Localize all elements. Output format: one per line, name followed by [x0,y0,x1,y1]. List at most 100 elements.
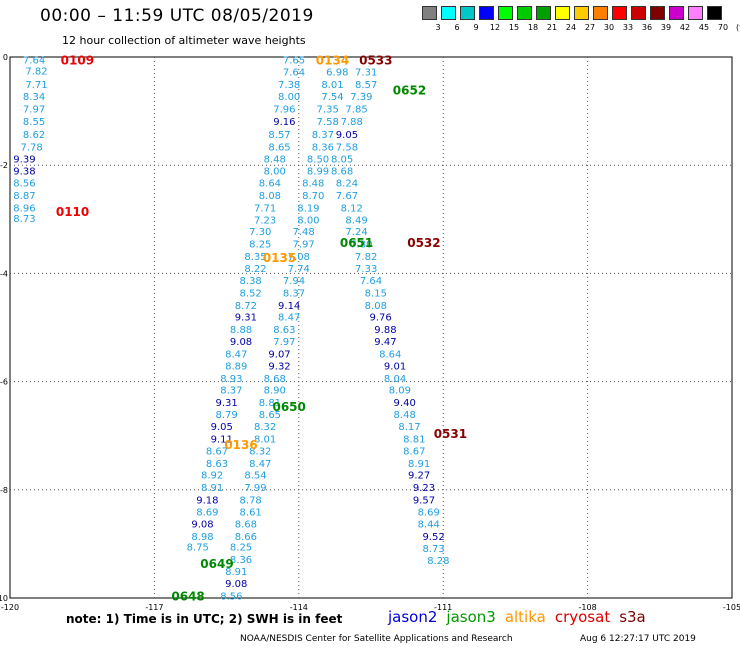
wave-height-label: 7.39 [350,92,372,103]
wave-height-label: 8.69 [418,507,440,518]
wave-height-label: 8.04 [384,374,406,385]
colorbar-swatch [688,6,703,20]
legend-item-altika: altika [504,608,546,626]
wave-height-label: 9.14 [278,301,300,312]
chart-subtitle: 12 hour collection of altimeter wave hei… [62,34,306,47]
y-tick-label: -8 [0,486,8,495]
wave-height-label: 8.35 [244,252,266,263]
wave-height-label: 7.35 [317,104,339,115]
wave-height-label: 7.58 [336,142,358,153]
legend-item-cryosat: cryosat [554,608,611,626]
wave-height-label: 8.08 [259,191,281,202]
wave-height-label: 7.33 [355,264,377,275]
wave-height-label: 8.90 [264,386,286,397]
colorbar-swatch [593,6,608,20]
wave-height-label: 8.78 [240,496,262,507]
wave-height-label: 8.37 [220,386,242,397]
wave-height-label: 8.32 [249,446,271,457]
colorbar-swatch [669,6,684,20]
colorbar-label: 15 [508,23,520,32]
wave-height-label: 7.80 [350,240,372,251]
wave-height-label: 8.75 [187,543,209,554]
wave-height-label: 7.97 [23,104,45,115]
pass-label: 0650 [272,400,305,414]
wave-height-label: 8.47 [278,313,300,324]
y-tick-label: -6 [0,378,8,387]
colorbar-label: 9 [473,23,479,32]
wave-height-label: 8.96 [13,203,35,214]
colorbar-swatch [441,6,456,20]
wave-height-label: 9.11 [211,434,233,445]
wave-height-label: 7.64 [283,68,305,79]
wave-height-label: 8.32 [254,422,276,433]
wave-height-label: 8.00 [264,167,286,178]
wave-height-label: 7.99 [244,483,266,494]
wave-height-label: 8.56 [13,179,35,190]
wave-height-label: 8.19 [297,203,319,214]
y-tick-label: 0 [3,53,8,62]
footer-credit: NOAA/NESDIS Center for Satellite Applica… [240,634,513,644]
colorbar-label: 33 [622,23,634,32]
colorbar-swatch [707,6,722,20]
wave-height-label: 9.16 [273,117,295,128]
pass-label: 0109 [61,54,94,68]
wave-height-label: 7.54 [321,92,343,103]
wave-height-label: 8.68 [331,167,353,178]
wave-height-label: 8.54 [244,471,266,482]
wave-height-label: 7.58 [317,117,339,128]
pass-label: 0532 [407,236,440,250]
colorbar-label: 24 [565,23,577,32]
wave-height-label: 9.08 [230,337,252,348]
wave-height-label: 8.05 [331,155,353,166]
wave-height-label: 7.24 [345,227,367,238]
wave-height-label: 9.31 [215,398,237,409]
wave-height-label: 8.28 [427,556,449,567]
colorbar-label: 21 [546,23,558,32]
wave-height-label: 7.71 [254,203,276,214]
wave-height-label: 7.30 [249,227,271,238]
wave-height-label: 8.67 [206,446,228,457]
wave-height-label: 8.15 [365,288,387,299]
wave-height-label: 7.23 [254,215,276,226]
wave-height-label: 8.62 [23,130,45,141]
wave-height-label: 7.65 [283,56,305,67]
wave-height-label: 8.56 [220,591,242,602]
wave-height-label: 9.01 [384,361,406,372]
wave-height-label: 9.27 [408,471,430,482]
wave-height-label: 8.25 [230,543,252,554]
colorbar-label: 18 [527,23,539,32]
wave-height-label: 8.63 [273,325,295,336]
wave-height-label: 8.48 [264,155,286,166]
wave-height-label: 8.52 [240,288,262,299]
wave-height-label: 8.65 [268,142,290,153]
wave-height-label: 8.36 [230,555,252,566]
wave-height-label: 8.25 [249,240,271,251]
y-tick-label: -10 [0,594,8,603]
footer-timestamp: Aug 6 12:27:17 UTC 2019 [580,634,696,644]
colorbar-label: 39 [660,23,672,32]
wave-height-label: 8.47 [249,459,271,470]
wave-height-label: 7.78 [21,142,43,153]
wave-height-label: 8.48 [394,410,416,421]
x-tick-label: -117 [145,603,163,612]
wave-height-label: 8.92 [201,471,223,482]
wave-height-label: 8.98 [191,532,213,543]
wave-height-label: 8.64 [379,349,401,360]
wave-height-label: 8.22 [244,264,266,275]
wave-height-label: 8.89 [225,361,247,372]
wave-height-label: 8.87 [13,191,35,202]
wave-height-label: 9.47 [374,337,396,348]
pass-label: 0531 [434,427,467,441]
x-tick-label: -111 [434,603,452,612]
wave-height-label: 8.64 [259,179,281,190]
wave-height-label: 8.37 [312,130,334,141]
colorbar-label: 42 [679,23,691,32]
colorbar-swatch [479,6,494,20]
wave-height-label: 8.70 [302,191,324,202]
wave-height-label: 8.00 [297,215,319,226]
colorbar-label: 70 [717,23,729,32]
wave-height-label: 8.69 [196,507,218,518]
wave-height-label: 8.01 [321,80,343,91]
colorbar-swatch [631,6,646,20]
